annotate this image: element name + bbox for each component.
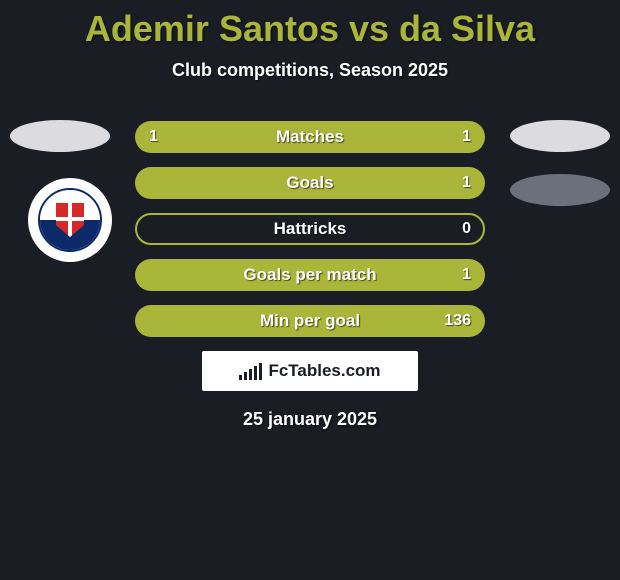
stat-label: Hattricks — [135, 213, 485, 245]
brand-box: FcTables.com — [202, 351, 418, 391]
player-left-ellipse — [10, 120, 110, 152]
bar-full — [135, 305, 485, 337]
chart-icon — [239, 362, 262, 380]
subtitle: Club competitions, Season 2025 — [0, 60, 620, 81]
stats-rows: Matches11 Goals1 Hattricks0 Goals per match… — [135, 121, 485, 337]
stat-row: Goals1 — [135, 167, 485, 199]
date-line: 25 january 2025 — [0, 409, 620, 430]
stat-row: Matches11 — [135, 121, 485, 153]
bar-full — [135, 167, 485, 199]
player-right-ellipse — [510, 120, 610, 152]
club-right-ellipse — [510, 174, 610, 206]
club-badge-left — [28, 178, 112, 262]
bar-full — [135, 259, 485, 291]
stat-row: Min per goal136 — [135, 305, 485, 337]
brand-text: FcTables.com — [268, 361, 380, 381]
club-badge-inner — [38, 188, 102, 252]
stat-value-right: 0 — [462, 213, 471, 245]
page-title: Ademir Santos vs da Silva — [0, 0, 620, 50]
bar-right — [310, 121, 485, 153]
stat-row: Hattricks0 — [135, 213, 485, 245]
stat-row: Goals per match1 — [135, 259, 485, 291]
bar-left — [135, 121, 310, 153]
bar-outline — [135, 213, 485, 245]
